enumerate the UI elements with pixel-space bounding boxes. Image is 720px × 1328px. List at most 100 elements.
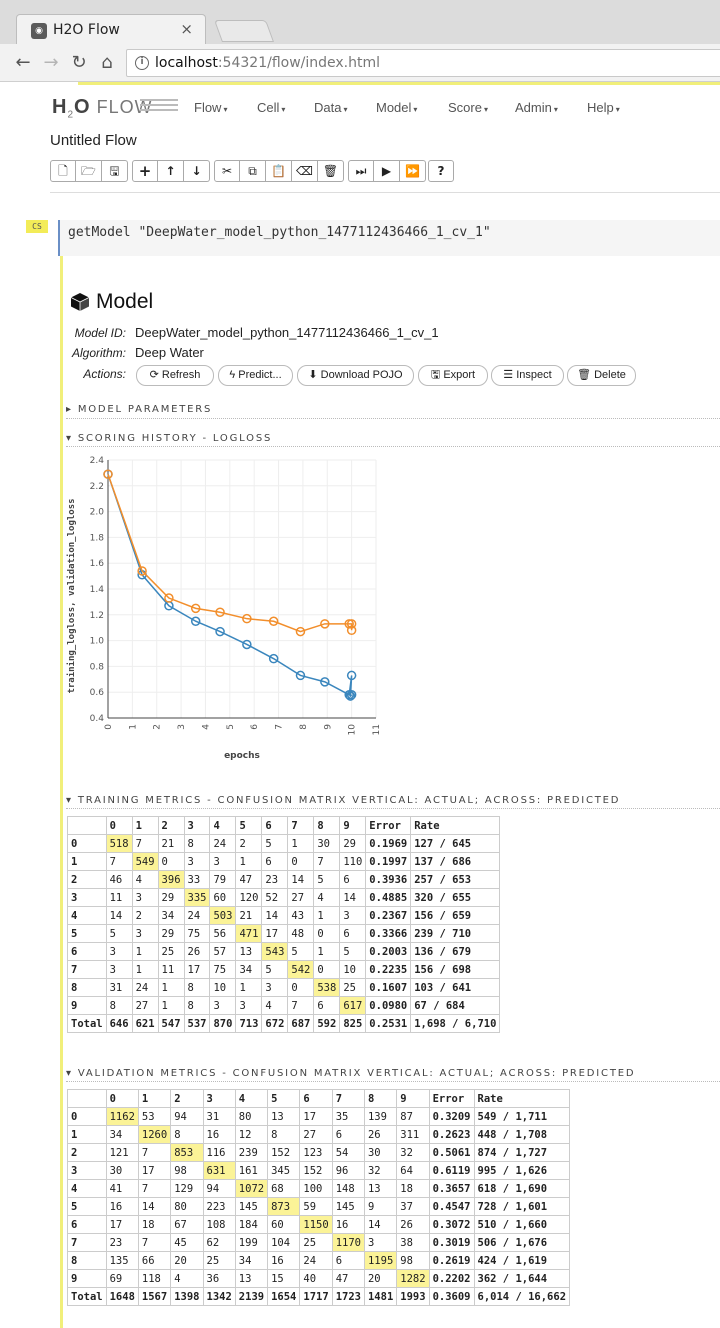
- cut-icon[interactable]: ✂: [214, 160, 240, 182]
- table-cell: 137 / 686: [410, 852, 501, 871]
- flow-title[interactable]: Untitled Flow: [50, 132, 137, 149]
- row-header: 7: [67, 1233, 107, 1252]
- table-cell: 16: [202, 1125, 236, 1144]
- back-icon[interactable]: ←: [15, 52, 31, 73]
- browser-tab[interactable]: ◉ H2O Flow ×: [16, 14, 206, 44]
- table-cell: 98: [396, 1251, 430, 1270]
- x-tick-label: 7: [275, 724, 285, 730]
- run-icon[interactable]: ▶: [374, 160, 400, 182]
- data-point: [215, 607, 225, 617]
- table-row: 2 121 7 853 116 239 152 123 54 30 32 0.5061 874 / 1,…: [67, 1143, 571, 1162]
- home-icon[interactable]: ⌂: [101, 52, 113, 73]
- menu-flow[interactable]: Flow ▾: [194, 100, 228, 115]
- column-header: 0: [105, 816, 133, 835]
- table-cell: 16: [331, 1215, 365, 1234]
- open-flow-icon[interactable]: 🗁: [76, 160, 102, 182]
- cell-type-badge[interactable]: CS: [26, 220, 48, 233]
- table-cell: 13: [234, 1269, 269, 1288]
- forward-icon[interactable]: →: [43, 52, 59, 73]
- move-down-icon[interactable]: ↓: [184, 160, 210, 182]
- table-cell: 538: [313, 978, 341, 997]
- new-tab-button[interactable]: [213, 20, 275, 42]
- x-tick-label: 10: [348, 724, 358, 736]
- inspect-button[interactable]: ☰ Inspect: [491, 365, 564, 386]
- table-cell: 127 / 645: [410, 834, 501, 853]
- table-cell: 30: [363, 1143, 398, 1162]
- section-divider: [66, 1081, 720, 1082]
- info-icon[interactable]: i: [135, 56, 149, 70]
- predict-button[interactable]: ϟ Predict...: [218, 365, 293, 386]
- column-header: 1: [137, 1089, 172, 1108]
- table-cell: 0.3366: [365, 924, 412, 943]
- menu-help[interactable]: Help ▾: [587, 100, 620, 115]
- table-cell: 20: [170, 1251, 204, 1270]
- scoring-history-toggle[interactable]: ▾ SCORING HISTORY - LOGLOSS: [66, 433, 273, 444]
- copy-icon[interactable]: ⧉: [240, 160, 266, 182]
- paste-icon[interactable]: 📋: [266, 160, 292, 182]
- column-header: 7: [331, 1089, 365, 1108]
- table-cell: 69: [105, 1269, 139, 1288]
- table-cell: 10: [209, 978, 237, 997]
- menu-admin[interactable]: Admin ▾: [515, 100, 558, 115]
- table-cell: 3: [105, 942, 133, 961]
- table-cell: 60: [267, 1215, 301, 1234]
- menu-score[interactable]: Score ▾: [448, 100, 488, 115]
- clear-output-icon[interactable]: ⌫: [292, 160, 318, 182]
- table-cell: 66: [137, 1251, 172, 1270]
- table-row: 9 69 118 4 36 13 15 40 47 20 1282 0.2202 362 / 1,644: [67, 1269, 571, 1288]
- step-icon[interactable]: ⏭: [348, 160, 374, 182]
- column-header: 3: [183, 816, 211, 835]
- table-cell: 335: [183, 888, 211, 907]
- table-cell: 7: [131, 834, 159, 853]
- address-bar[interactable]: i localhost:54321/flow/index.html: [126, 49, 720, 77]
- close-tab-icon[interactable]: ×: [180, 20, 193, 38]
- table-cell: 0.1969: [365, 834, 412, 853]
- run-all-icon[interactable]: ⏩: [400, 160, 426, 182]
- table-cell: 0.2202: [428, 1269, 475, 1288]
- cell-input[interactable]: getModel "DeepWater_model_python_1477112…: [58, 220, 720, 256]
- export-button[interactable]: 🖫 Export: [418, 365, 488, 386]
- table-cell: 0.5061: [428, 1143, 475, 1162]
- table-cell: 21: [235, 906, 263, 925]
- help-icon[interactable]: ?: [428, 160, 454, 182]
- add-cell-icon[interactable]: +: [132, 160, 158, 182]
- table-cell: 2: [131, 906, 159, 925]
- table-row: 5 16 14 80 223 145 873 59 145 9 37 0.4547 728 / 1,60…: [67, 1197, 571, 1216]
- save-flow-icon[interactable]: 🖫: [102, 160, 128, 182]
- menu-data[interactable]: Data ▾: [314, 100, 348, 115]
- validation-metrics-toggle[interactable]: ▾ VALIDATION METRICS - CONFUSION MATRIX …: [66, 1068, 636, 1079]
- download-pojo-button[interactable]: ⬇ Download POJO: [297, 365, 414, 386]
- new-flow-icon[interactable]: 🗋: [50, 160, 76, 182]
- table-cell: 510 / 1,660: [473, 1215, 571, 1234]
- menu-cell[interactable]: Cell ▾: [257, 100, 286, 115]
- row-header: 8: [67, 1251, 107, 1270]
- table-row: 8 135 66 20 25 34 16 24 6 1195 98 0.2619 424 / 1,619: [67, 1251, 571, 1270]
- training-metrics-toggle[interactable]: ▾ TRAINING METRICS - CONFUSION MATRIX VE…: [66, 795, 621, 806]
- table-cell: 0.2003: [365, 942, 412, 961]
- row-header: 6: [67, 1215, 107, 1234]
- table-cell: 38: [396, 1233, 430, 1252]
- move-up-icon[interactable]: ↑: [158, 160, 184, 182]
- table-cell: 29: [157, 888, 185, 907]
- table-cell: 135: [105, 1251, 139, 1270]
- list-icon: ☰: [503, 369, 517, 381]
- delete-cell-icon[interactable]: 🗑: [318, 160, 344, 182]
- table-cell: 67 / 684: [410, 996, 501, 1015]
- table-row: 7 23 7 45 62 199 104 25 1170 3 38 0.3019 506 / 1,676: [67, 1233, 571, 1252]
- table-cell: 110: [339, 852, 367, 871]
- table-cell: 0.3609: [428, 1287, 475, 1306]
- model-parameters-toggle[interactable]: ▸ MODEL PARAMETERS: [66, 404, 213, 415]
- table-cell: 16: [105, 1197, 139, 1216]
- cube-icon: [70, 293, 90, 311]
- refresh-button[interactable]: ⟳ Refresh: [136, 365, 214, 386]
- delete-button[interactable]: 🗑 Delete: [567, 365, 636, 386]
- table-cell: 17: [183, 960, 211, 979]
- table-cell: 68: [267, 1179, 301, 1198]
- table-cell: 1: [287, 834, 315, 853]
- table-cell: 0.3072: [428, 1215, 475, 1234]
- reload-icon[interactable]: ↻: [71, 52, 87, 73]
- table-cell: 239 / 710: [410, 924, 501, 943]
- menu-model[interactable]: Model ▾: [376, 100, 418, 115]
- table-cell: 5: [339, 942, 367, 961]
- table-cell: 34: [234, 1251, 269, 1270]
